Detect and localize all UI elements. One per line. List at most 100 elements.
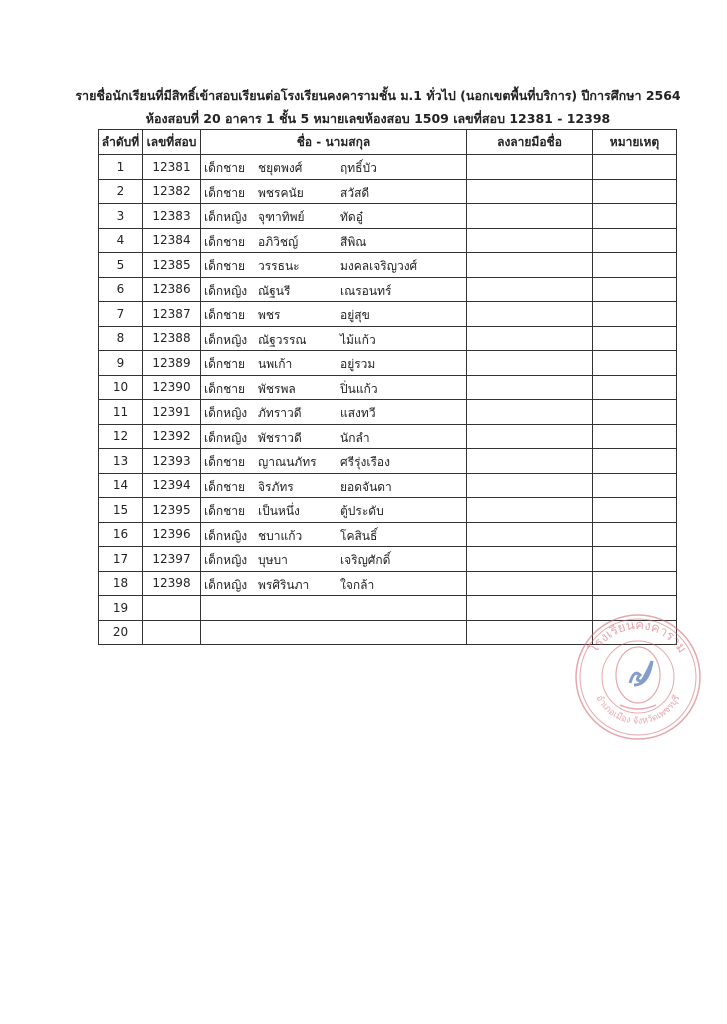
first-name: ชบาแก้ว [258,528,303,543]
first-name: จิรภัทร [258,479,294,494]
last-name: ฤทธิ์บัว [340,161,377,175]
table-row: 5 12385 เด็กชาย วรรธนะ มงคลเจริญวงศ์ [98,252,677,278]
table-row: 11 12391 เด็กหญิง ภัทราวดี แสงทวี [98,399,677,425]
first-name: อภิวิชญ์ [258,234,299,249]
exam-id-cell: 12393 [142,448,201,474]
order-cell: 3 [98,203,143,229]
name-prefix: เด็กชาย [204,357,246,371]
last-name: ปิ่นแก้ว [340,381,378,396]
remark-cell [592,154,677,180]
table-row: 13 12393 เด็กชาย ญาณนภัทร ศรีรุ่งเรือง [98,448,677,474]
name-cell: เด็กชาย ชยุตพงศ์ ฤทธิ์บัว [200,154,467,180]
last-name: แสงทวี [340,406,376,420]
signature-cell [466,276,593,302]
exam-id-cell: 12392 [142,423,201,449]
name-prefix: เด็กชาย [204,234,246,249]
order-cell: 19 [98,595,143,621]
last-name: ใจกล้า [340,577,375,592]
signature-cell [466,252,593,278]
signature-cell [466,619,593,645]
table-row: 17 12397 เด็กหญิง บุษบา เจริญศักดิ์ [98,546,677,572]
signature-cell [466,497,593,523]
exam-id-cell: 12389 [142,350,201,376]
first-name: ณัฐวรรณ [258,332,307,347]
name-prefix: เด็กชาย [204,259,246,273]
name-prefix: เด็กชาย [204,504,246,518]
last-name: ยอดจันดา [340,479,392,494]
name-cell: เด็กชาย ญาณนภัทร ศรีรุ่งเรือง [200,448,467,474]
name-cell: เด็กชาย พชรคนัย สวัสดี [200,178,467,204]
table-row: 4 12384 เด็กชาย อภิวิชญ์ สีพิณ [98,227,677,253]
name-cell: เด็กชาย พัชรพล ปิ่นแก้ว [200,374,467,400]
last-name: ไม้แก้ว [340,332,376,347]
name-cell: เด็กหญิง ณัฐนรี เณรอนทร์ [200,276,467,302]
exam-id-cell: 12382 [142,178,201,204]
signature-cell [466,521,593,547]
remark-cell [592,497,677,523]
table-row: 1 12381 เด็กชาย ชยุตพงศ์ ฤทธิ์บัว [98,154,677,180]
remark-cell [592,595,677,621]
name-prefix: เด็กหญิง [204,528,248,543]
document-title: รายชื่อนักเรียนที่มีสิทธิ์เข้าสอบเรียนต่… [75,88,681,103]
order-cell: 15 [98,497,143,523]
name-prefix: เด็กหญิง [204,553,248,567]
exam-id-cell: 12385 [142,252,201,278]
remark-cell [592,203,677,229]
name-prefix: เด็กชาย [204,308,246,322]
name-prefix: เด็กหญิง [204,406,248,420]
order-cell: 1 [98,154,143,180]
name-cell: เด็กหญิง จุฑาทิพย์ ทัดอู๋ [200,203,467,229]
exam-id-cell: 12396 [142,521,201,547]
remark-cell [592,350,677,376]
table-row: 15 12395 เด็กชาย เป็นหนึ่ง ตู้ประดับ [98,497,677,523]
col-header-order: ลำดับที่ [98,129,143,155]
first-name: จุฑาทิพย์ [258,210,305,224]
remark-cell [592,374,677,400]
exam-id-cell: 12387 [142,301,201,327]
svg-text:โรงเรียนคงคาราม: โรงเรียนคงคาราม [586,618,690,656]
document-subtitle: ห้องสอบที่ 20 อาคาร 1 ชั้น 5 หมายเลขห้อง… [145,111,611,126]
signature-cell [466,570,593,596]
signature-cell [466,423,593,449]
first-name: บุษบา [258,553,288,567]
name-cell: เด็กหญิง พรศิรินภา ใจกล้า [200,570,467,596]
first-name: นพเก้า [258,357,293,371]
school-seal-stamp: โรงเรียนคงคาราม อำเภอเมือง จังหวัดเพชรบุ… [575,614,701,740]
order-cell: 17 [98,546,143,572]
exam-id-cell [142,595,201,621]
remark-cell [592,399,677,425]
last-name: เจริญศักดิ์ [340,553,391,567]
name-prefix: เด็กชาย [204,479,246,494]
exam-id-cell: 12395 [142,497,201,523]
signature-cell [466,546,593,572]
student-table: ลำดับที่ เลขที่สอบ ชื่อ - นามสกุล ลงลายม… [98,129,677,645]
name-prefix: เด็กหญิง [204,577,248,592]
col-header-signature: ลงลายมือชื่อ [466,129,593,155]
name-cell: เด็กชาย เป็นหนึ่ง ตู้ประดับ [200,497,467,523]
name-cell: เด็กชาย วรรธนะ มงคลเจริญวงศ์ [200,252,467,278]
first-name: ณัฐนรี [258,283,291,298]
order-cell: 2 [98,178,143,204]
signature-cell [466,472,593,498]
exam-id-cell: 12384 [142,227,201,253]
remark-cell [592,570,677,596]
order-cell: 12 [98,423,143,449]
remark-cell [592,448,677,474]
name-prefix: เด็กชาย [204,161,246,175]
last-name: ทัดอู๋ [340,210,363,224]
last-name: สวัสดี [340,185,370,200]
name-cell: เด็กหญิง ณัฐวรรณ ไม้แก้ว [200,325,467,351]
order-cell: 9 [98,350,143,376]
order-cell: 13 [98,448,143,474]
remark-cell [592,178,677,204]
name-prefix: เด็กชาย [204,185,246,200]
exam-id-cell: 12394 [142,472,201,498]
first-name: ญาณนภัทร [258,455,317,469]
order-cell: 16 [98,521,143,547]
first-name: พัชราวดี [258,430,302,445]
table-row: 20 [98,619,677,645]
name-prefix: เด็กชาย [204,455,246,469]
signature-cell [466,325,593,351]
exam-id-cell: 12381 [142,154,201,180]
last-name: โคสินธิ์ [340,528,378,543]
